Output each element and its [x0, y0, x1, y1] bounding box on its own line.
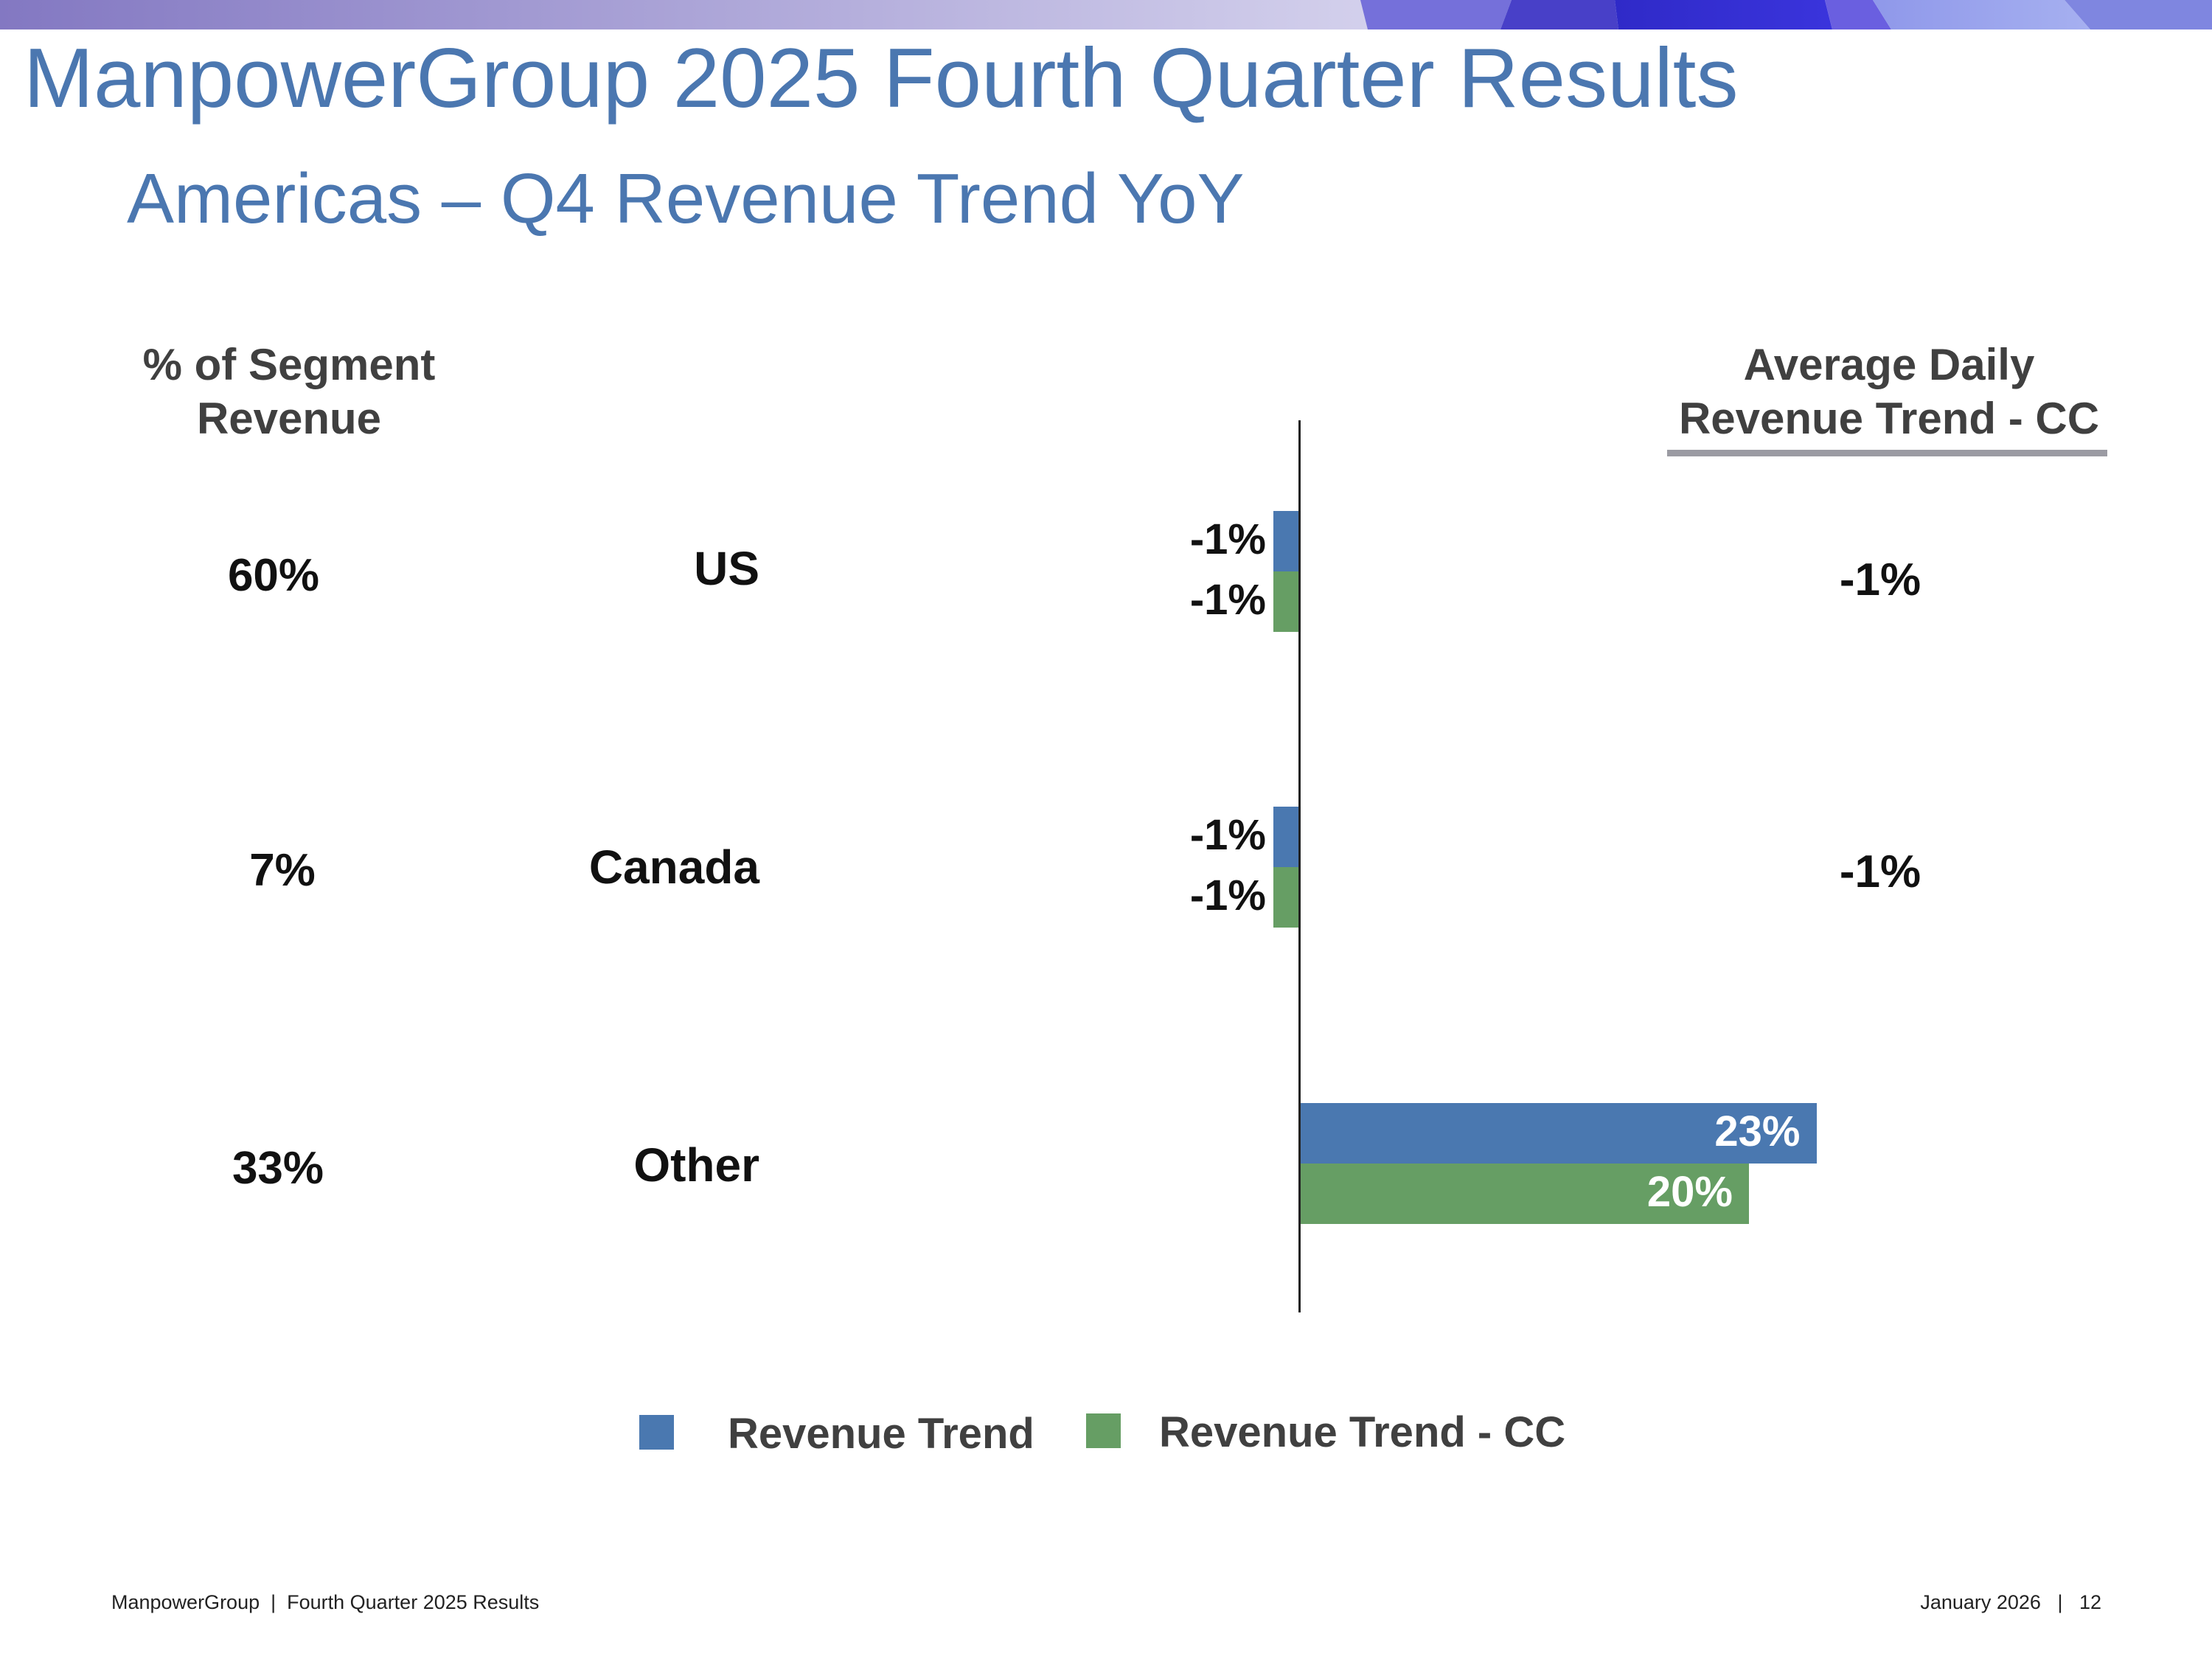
legend-label-revenue-trend-cc: Revenue Trend - CC [1159, 1408, 1566, 1456]
legend-label-revenue-trend: Revenue Trend [728, 1410, 1034, 1458]
adr-cc-canada: -1% [1839, 846, 1921, 897]
region-label-us: US [694, 542, 759, 595]
adr-header-line1: Average Daily [1743, 340, 2035, 389]
segment-revenue-header: % of Segment Revenue [143, 338, 436, 445]
page-title: ManpowerGroup 2025 Fourth Quarter Result… [24, 32, 1739, 125]
legend-swatch-revenue-trend [639, 1415, 674, 1450]
footer-left: ManpowerGroup | Fourth Quarter 2025 Resu… [111, 1591, 540, 1613]
legend-swatch-revenue-trend-cc [1086, 1413, 1121, 1448]
region-label-canada: Canada [588, 841, 759, 894]
bar-other-revenue-trend-cc [1299, 1164, 1749, 1224]
bar-canada-revenue-trend [1273, 807, 1299, 867]
segment-revenue-header-line2: Revenue [196, 394, 382, 443]
segment-revenue-header-line1: % of Segment [142, 340, 436, 389]
page-subtitle: Americas – Q4 Revenue Trend YoY [127, 159, 1245, 238]
adr-cc-us: -1% [1839, 554, 1921, 605]
bar-label-other-revenue-trend-cc: 20% [1646, 1168, 1733, 1216]
adr-header-line2: Revenue Trend - CC [1678, 394, 2100, 443]
bar-canada-revenue-trend-cc [1273, 867, 1299, 928]
adr-header-underline [1667, 450, 2107, 456]
bar-label-us-revenue-trend: -1% [1189, 515, 1266, 563]
bar-label-canada-revenue-trend: -1% [1189, 811, 1266, 859]
segment-pct-canada: 7% [249, 845, 316, 896]
bar-other-revenue-trend [1299, 1103, 1817, 1164]
segment-pct-other: 33% [232, 1143, 324, 1194]
adr-header: Average Daily Revenue Trend - CC [1679, 338, 2099, 445]
footer-right: January 2026 | 12 [1920, 1591, 2101, 1613]
region-label-other: Other [633, 1138, 759, 1192]
bar-label-canada-revenue-trend-cc: -1% [1189, 872, 1266, 919]
bar-us-revenue-trend [1273, 511, 1299, 571]
chart-zero-axis [1298, 420, 1301, 1312]
header-banner [0, 0, 2212, 29]
bar-label-other-revenue-trend: 23% [1714, 1107, 1801, 1155]
segment-pct-us: 60% [227, 550, 320, 601]
bar-label-us-revenue-trend-cc: -1% [1189, 576, 1266, 624]
bar-us-revenue-trend-cc [1273, 571, 1299, 632]
